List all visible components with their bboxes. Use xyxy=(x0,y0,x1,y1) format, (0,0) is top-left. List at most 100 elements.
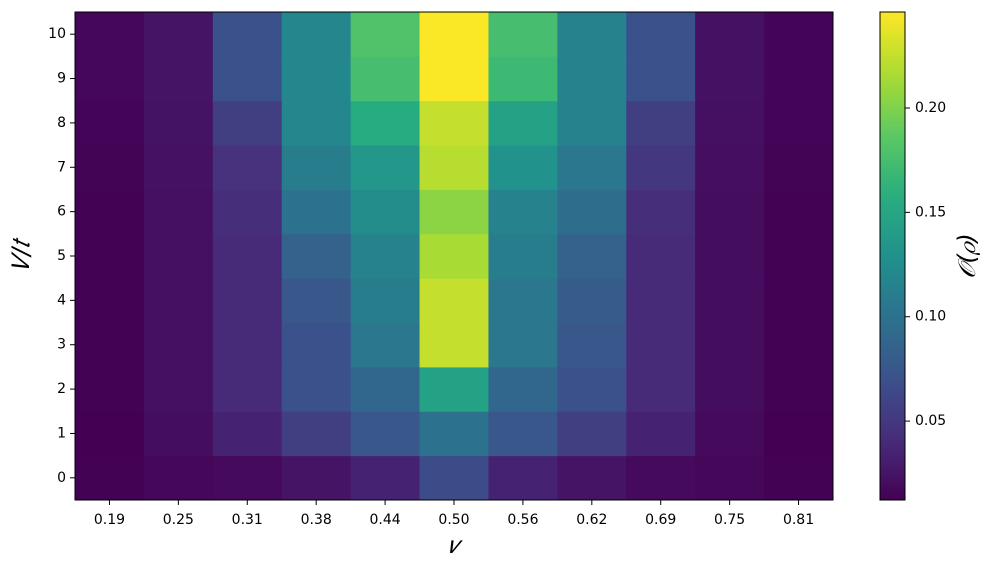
heatmap-cell xyxy=(488,145,558,190)
heatmap-cell xyxy=(212,12,283,57)
heatmap-cell xyxy=(212,100,283,146)
colorbar-tick-label: 0.10 xyxy=(915,309,946,325)
heatmap-cell xyxy=(419,322,489,368)
heatmap-cell xyxy=(75,278,145,324)
heatmap-cell xyxy=(419,56,489,102)
x-tick-label: 0.25 xyxy=(163,512,194,528)
heatmap-cell xyxy=(212,233,283,279)
x-tick-label: 0.75 xyxy=(714,512,745,528)
heatmap-cell xyxy=(695,455,765,501)
heatmap-cell xyxy=(419,145,489,190)
heatmap-cell xyxy=(557,322,627,368)
heatmap-cell xyxy=(281,455,352,501)
y-tick-label: 3 xyxy=(57,337,66,353)
heatmap-cell xyxy=(143,411,214,457)
heatmap-cell xyxy=(143,233,214,279)
heatmap-cell xyxy=(557,56,627,102)
heatmap-cell xyxy=(350,366,421,412)
heatmap-cell xyxy=(350,233,421,279)
heatmap-cell xyxy=(143,455,214,501)
colorbar-tick-label: 0.20 xyxy=(915,100,946,116)
heatmap-cell xyxy=(75,455,145,501)
colorbar-tick-label: 0.05 xyxy=(915,413,946,429)
heatmap-cell xyxy=(143,100,214,146)
heatmap-cell xyxy=(212,455,283,501)
heatmap-cell xyxy=(75,233,145,279)
heatmap-cell xyxy=(281,278,352,324)
heatmap-cell xyxy=(764,100,834,146)
heatmap-cell xyxy=(212,366,283,412)
x-tick-label: 0.62 xyxy=(576,512,607,528)
heatmap-cell xyxy=(488,189,558,235)
heatmap-cell xyxy=(488,322,558,368)
x-tick-label: 0.44 xyxy=(370,512,401,528)
heatmap-cell xyxy=(626,455,696,501)
heatmap-cell xyxy=(281,322,352,368)
heatmap-cell xyxy=(212,322,283,368)
heatmap-cell xyxy=(419,189,489,235)
heatmap-cell xyxy=(557,455,627,501)
heatmap-cell xyxy=(419,233,489,279)
heatmap-cell xyxy=(626,145,696,190)
y-axis-label: 𝑉/𝑡 xyxy=(7,237,35,272)
heatmap-cell xyxy=(557,145,627,190)
heatmap-cell xyxy=(695,145,765,190)
heatmap-cell xyxy=(75,366,145,412)
heatmap-cell xyxy=(764,322,834,368)
heatmap-cell xyxy=(488,56,558,102)
heatmap-cell xyxy=(419,12,489,57)
heatmap-cell xyxy=(143,322,214,368)
heatmap-cell xyxy=(488,455,558,501)
heatmap-cell xyxy=(557,233,627,279)
heatmap-cell xyxy=(212,189,283,235)
heatmap-cell xyxy=(695,233,765,279)
heatmap-cell xyxy=(143,366,214,412)
heatmap-cell xyxy=(75,56,145,102)
heatmap-cell xyxy=(75,411,145,457)
heatmap-cell xyxy=(281,366,352,412)
colorbar-tick-label: 0.15 xyxy=(915,204,946,220)
heatmap-cell xyxy=(75,100,145,146)
heatmap-cell xyxy=(419,455,489,501)
heatmap-cell xyxy=(75,145,145,190)
heatmap-cell xyxy=(75,322,145,368)
heatmap-cell xyxy=(350,145,421,190)
colorbar-label: 𝒪(𝜌) xyxy=(953,233,981,278)
heatmap-cell xyxy=(212,56,283,102)
heatmap-cell xyxy=(350,12,421,57)
heatmap-cell xyxy=(557,12,627,57)
heatmap-cell xyxy=(764,189,834,235)
heatmap-cell xyxy=(488,100,558,146)
heatmap-cell xyxy=(695,278,765,324)
heatmap-cell xyxy=(143,278,214,324)
heatmap-cell xyxy=(557,100,627,146)
heatmap-cell xyxy=(695,411,765,457)
heatmap-cell xyxy=(488,411,558,457)
heatmap-cell xyxy=(764,56,834,102)
heatmap-cell xyxy=(626,189,696,235)
heatmap-cell xyxy=(419,278,489,324)
y-tick-label: 8 xyxy=(57,115,66,131)
colorbar xyxy=(879,11,906,501)
heatmap-cell xyxy=(75,12,145,57)
x-tick-label: 0.31 xyxy=(232,512,263,528)
heatmap-cell xyxy=(281,145,352,190)
heatmap-cell xyxy=(143,189,214,235)
heatmap-cell xyxy=(212,411,283,457)
heatmap-cell xyxy=(350,455,421,501)
heatmap-cell xyxy=(764,12,834,57)
heatmap-cell xyxy=(350,100,421,146)
x-axis-label: 𝜈 xyxy=(448,531,463,559)
y-tick-label: 2 xyxy=(57,381,66,397)
heatmap-cell xyxy=(419,411,489,457)
y-tick-label: 9 xyxy=(57,71,66,87)
heatmap-cell xyxy=(350,278,421,324)
y-tick-label: 5 xyxy=(57,248,66,264)
heatmap-cell xyxy=(557,278,627,324)
heatmap-cell xyxy=(419,366,489,412)
heatmap-cell xyxy=(557,366,627,412)
heatmap-cell xyxy=(626,100,696,146)
heatmap-cell xyxy=(626,366,696,412)
heatmap-cell xyxy=(281,189,352,235)
heatmap-cell xyxy=(764,145,834,190)
